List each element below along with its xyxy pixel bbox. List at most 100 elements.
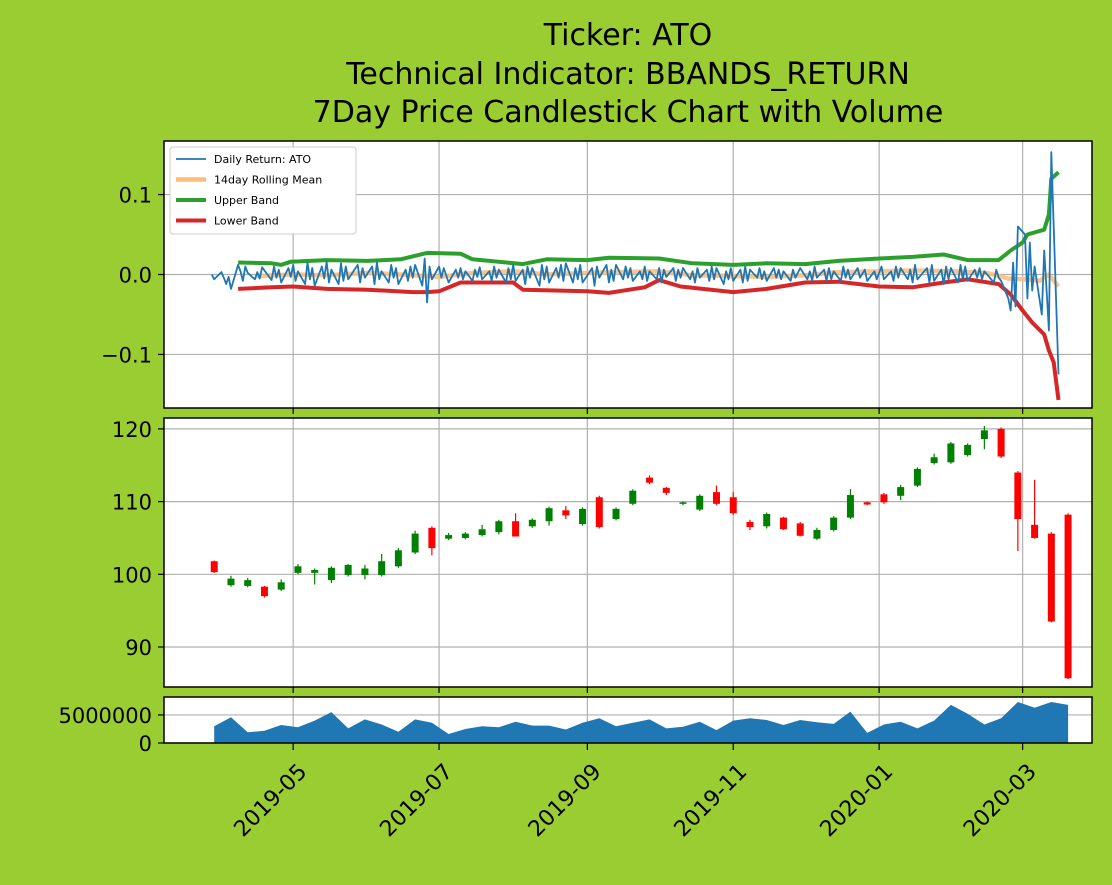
x-tick-label: 2019-05	[230, 759, 313, 842]
candle	[579, 507, 586, 525]
candle-body	[495, 521, 502, 532]
returns-y-tick-label: 0.0	[119, 264, 152, 288]
candle-body	[462, 534, 469, 538]
candle-body	[1014, 473, 1021, 520]
candle-body	[763, 514, 770, 526]
candle	[880, 493, 887, 504]
candle	[696, 494, 703, 511]
legend-label: 14day Rolling Mean	[214, 174, 322, 187]
candle-body	[261, 587, 268, 596]
candle-body	[964, 445, 971, 455]
candle-body	[713, 492, 720, 504]
candle	[613, 507, 620, 520]
candle	[780, 517, 787, 530]
x-tick-label: 2020-03	[959, 759, 1042, 842]
candle-body	[328, 568, 335, 580]
candle	[763, 513, 770, 529]
candle	[1048, 532, 1055, 622]
price-y-tick-label: 120	[112, 418, 152, 442]
candle-body	[696, 496, 703, 510]
candle-body	[1031, 525, 1038, 538]
candle	[412, 531, 419, 554]
candle	[998, 427, 1005, 458]
candle-body	[546, 508, 553, 521]
candle	[947, 442, 954, 464]
candle	[797, 522, 804, 537]
candle-body	[529, 520, 536, 527]
x-tick-label: 2020-01	[816, 759, 899, 842]
candle-body	[412, 534, 419, 553]
candle-body	[680, 502, 687, 504]
x-tick-label: 2019-07	[376, 759, 459, 842]
candle-body	[311, 570, 318, 573]
candle-body	[579, 509, 586, 524]
candle-body	[780, 518, 787, 530]
price-y-tick-label: 100	[112, 563, 152, 587]
candle	[261, 586, 268, 598]
candle-body	[1048, 534, 1055, 622]
candle-body	[914, 469, 921, 486]
candle-body	[445, 535, 452, 539]
candle-body	[596, 497, 603, 527]
candle-body	[998, 429, 1005, 457]
chart-title: Ticker: ATO Technical Indicator: BBANDS_…	[313, 18, 944, 130]
candle-body	[428, 528, 435, 548]
candle-body	[244, 580, 251, 586]
candle-body	[797, 523, 804, 535]
candle	[495, 520, 502, 535]
legend-label: Lower Band	[214, 215, 279, 228]
volume-y-tick-label: 0	[139, 732, 152, 756]
candle-body	[981, 430, 988, 439]
title-line-3: 7Day Price Candlestick Chart with Volume	[313, 95, 944, 130]
x-tick-label: 2019-09	[524, 759, 607, 842]
candle-body	[897, 487, 904, 496]
volume-panel: 5000000 0	[58, 697, 1092, 756]
legend-label: Daily Return: ATO	[214, 153, 311, 166]
candle	[964, 443, 971, 456]
candle	[1065, 513, 1072, 679]
candle-body	[512, 521, 519, 536]
candle-body	[278, 582, 285, 589]
candle	[830, 516, 837, 531]
price-y-tick-label: 110	[112, 491, 152, 515]
candle-body	[294, 566, 301, 573]
candle-body	[227, 579, 234, 586]
candle-body	[562, 510, 569, 515]
candle-body	[613, 509, 620, 519]
title-line-1: Ticker: ATO	[543, 18, 713, 53]
title-line-2: Technical Indicator: BBANDS_RETURN	[345, 57, 910, 92]
candle-body	[931, 457, 938, 463]
returns-y-tick-label: −0.1	[101, 343, 152, 367]
candle-body	[830, 518, 837, 530]
candle-body	[663, 488, 670, 493]
candle-body	[880, 494, 887, 502]
returns-y-tick-label: 0.1	[119, 184, 152, 208]
candle-body	[211, 561, 218, 572]
candle	[596, 496, 603, 529]
candle-body	[864, 502, 871, 504]
candle-body	[746, 522, 753, 527]
legend: Daily Return: ATO 14day Rolling Mean Upper…	[170, 147, 356, 234]
candle-body	[479, 529, 486, 535]
candle-body	[629, 491, 636, 504]
candle	[395, 548, 402, 568]
candle-body	[813, 530, 820, 539]
candle-body	[847, 495, 854, 518]
price-panel: 90 100 110 120	[112, 418, 1092, 687]
x-tick-label: 2019-11	[670, 759, 753, 842]
candle-body	[361, 568, 368, 575]
candle-body	[345, 565, 352, 575]
candle	[914, 467, 921, 487]
legend-label: Upper Band	[214, 194, 279, 207]
volume-y-tick-label: 5000000	[58, 704, 152, 728]
candle	[211, 560, 218, 572]
candle-body	[646, 478, 653, 483]
candle-body	[947, 443, 954, 462]
candle-body	[1065, 515, 1072, 679]
candle-body	[395, 550, 402, 566]
candle-body	[730, 497, 737, 513]
price-y-tick-label: 90	[125, 636, 152, 660]
candle	[629, 489, 636, 505]
candle	[345, 564, 352, 576]
